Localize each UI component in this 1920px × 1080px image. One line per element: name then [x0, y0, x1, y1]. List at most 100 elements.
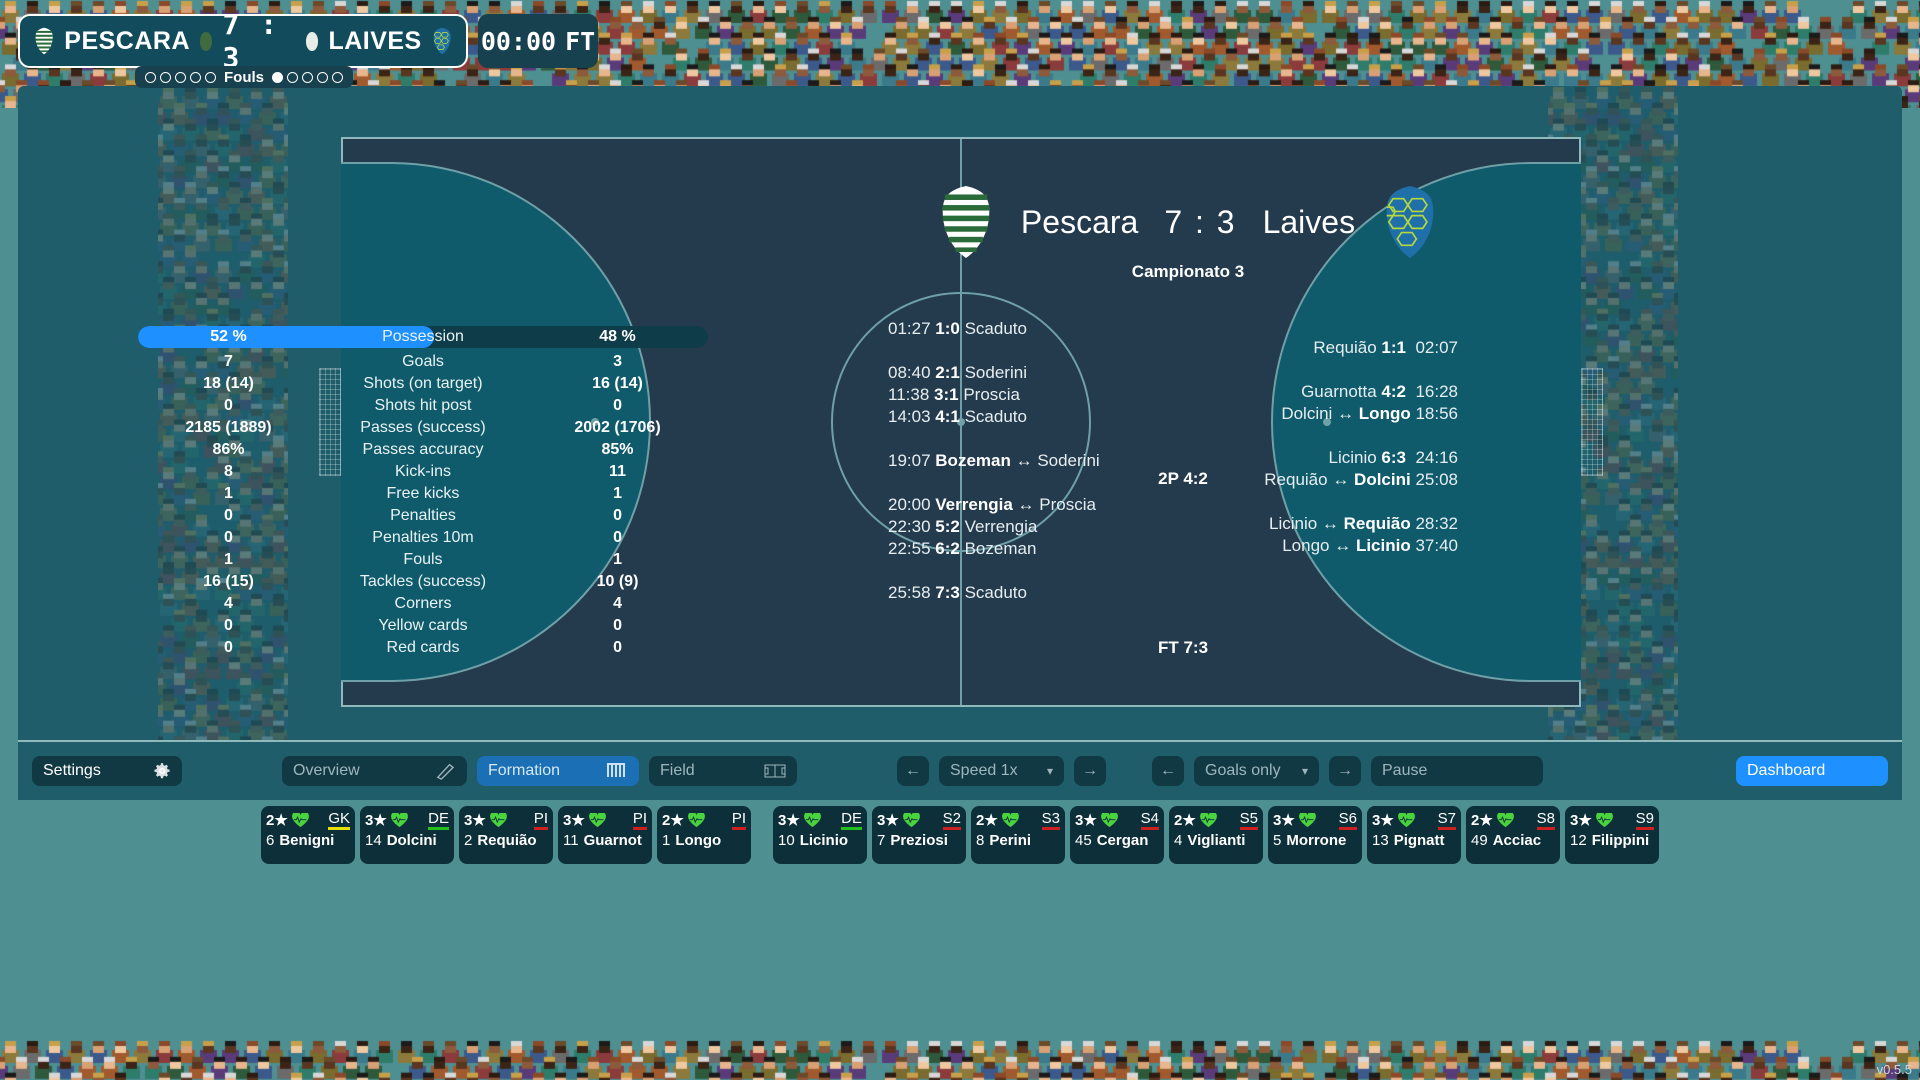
player-rating: 2★: [266, 812, 288, 829]
foul-pip: [145, 71, 156, 83]
player-card-top: 3★ DE: [778, 810, 862, 830]
health-heart-icon: [489, 812, 507, 827]
event-filter-select[interactable]: Goals only ▾: [1194, 756, 1319, 786]
stat-away-value: 0: [613, 617, 622, 634]
player-card-top: 3★ DE: [365, 810, 449, 830]
tab-overview[interactable]: Overview: [282, 756, 467, 786]
away-crest-icon: [433, 27, 451, 55]
match-home-team: Pescara: [1020, 203, 1139, 240]
dashboard-button[interactable]: Dashboard: [1736, 756, 1888, 786]
away-possession-indicator: [305, 31, 319, 51]
player-card-top: 2★ S8: [1471, 810, 1555, 830]
away-fouls-pips: [272, 71, 343, 83]
player-card[interactable]: 3★ S4 45 Cergan: [1070, 806, 1164, 864]
player-name: Preziosi: [890, 832, 948, 849]
stat-label: Corners: [394, 595, 452, 612]
match-home-crest-icon: [942, 186, 990, 258]
goal-event: Requião 1:1 02:07: [1313, 338, 1458, 357]
player-card-bottom: 6 Benigni: [266, 832, 350, 849]
stat-label: Kick-ins: [394, 463, 451, 480]
scoreboard-away-team: LAIVES: [328, 26, 422, 55]
health-heart-icon: [687, 812, 705, 827]
player-card-top: 2★ GK: [266, 810, 350, 830]
scoreboard-home-team: PESCARA: [64, 26, 191, 55]
player-card[interactable]: 2★ S8 49 Acciac: [1466, 806, 1560, 864]
tab-formation[interactable]: Formation: [477, 756, 639, 786]
health-heart-icon: [588, 812, 606, 827]
scoreboard-score: 7 : 3: [222, 8, 280, 74]
stat-label: Shots hit post: [374, 397, 472, 414]
filter-next-button[interactable]: →: [1329, 756, 1361, 786]
speed-select[interactable]: Speed 1x ▾: [939, 756, 1064, 786]
player-position: S5: [1239, 810, 1258, 830]
stat-row: 0 Yellow cards 0: [138, 615, 708, 637]
player-card-bottom: 49 Acciac: [1471, 832, 1555, 849]
player-rating: 2★: [1174, 812, 1196, 829]
speed-next-button[interactable]: →: [1074, 756, 1106, 786]
goal-event: 08:40 2:1 Soderini: [888, 363, 1027, 382]
health-heart-icon: [1001, 812, 1019, 827]
player-number: 13: [1372, 832, 1389, 849]
stat-label: Tackles (success): [359, 573, 487, 590]
stat-label: Passes (success): [360, 419, 486, 436]
speed-label: Speed 1x: [950, 762, 1018, 779]
player-card[interactable]: 2★ PI 1 Longo: [657, 806, 751, 864]
player-rating: 3★: [1372, 812, 1394, 829]
stat-label: Penalties: [390, 507, 456, 524]
stat-home-value: 0: [224, 529, 233, 546]
substitution-event: Licinio ↔ Requião 28:32: [1269, 514, 1458, 533]
player-card[interactable]: 3★ PI 11 Guarnot: [558, 806, 652, 864]
stat-row: 1 Fouls 1: [138, 549, 708, 571]
player-name: Viglianti: [1187, 832, 1246, 849]
player-name: Perini: [989, 832, 1032, 849]
player-name: Dolcini: [386, 832, 437, 849]
health-heart-icon: [1100, 812, 1118, 827]
gear-icon: [154, 763, 170, 779]
settings-label: Settings: [43, 762, 101, 779]
version-label: v0.5.5: [1876, 1062, 1912, 1077]
player-card[interactable]: 3★ PI 2 Requião: [459, 806, 553, 864]
foul-pip: [205, 71, 216, 83]
substitution-event: 19:07 Bozeman ↔ Soderini: [888, 451, 1100, 470]
health-heart-icon: [390, 812, 408, 827]
player-card[interactable]: 3★ S9 12 Filippini: [1565, 806, 1659, 864]
stat-row: 1 Free kicks 1: [138, 483, 708, 505]
settings-button[interactable]: Settings: [32, 756, 182, 786]
health-heart-icon: [803, 812, 821, 827]
stat-row: 0 Shots hit post 0: [138, 395, 708, 417]
player-card[interactable]: 3★ S6 5 Morrone: [1268, 806, 1362, 864]
player-card[interactable]: 3★ S7 13 Pignatt: [1367, 806, 1461, 864]
player-position: S3: [1041, 810, 1060, 830]
stat-home-value: 2185 (1889): [185, 419, 272, 436]
player-card[interactable]: 2★ GK 6 Benigni: [261, 806, 355, 864]
arrow-right-icon: →: [1337, 762, 1353, 779]
player-card-bottom: 11 Guarnot: [563, 832, 647, 849]
health-heart-icon: [902, 812, 920, 827]
stat-home-value: 86%: [212, 441, 245, 458]
stat-home-value: 1: [224, 485, 233, 502]
player-rating: 2★: [662, 812, 684, 829]
player-name: Licinio: [799, 832, 849, 849]
player-card[interactable]: 3★ S2 7 Preziosi: [872, 806, 966, 864]
player-rating: 3★: [563, 812, 585, 829]
player-position: S9: [1635, 810, 1654, 830]
player-card[interactable]: 3★ DE 14 Dolcini: [360, 806, 454, 864]
centre-circle: [831, 292, 1091, 552]
stat-away-value: 3: [613, 353, 622, 370]
stat-row: 2185 (1889) Passes (success) 2002 (1706): [138, 417, 708, 439]
speed-prev-button[interactable]: ←: [897, 756, 929, 786]
foul-pip: [160, 71, 171, 83]
filter-prev-button[interactable]: ←: [1152, 756, 1184, 786]
stat-away-value: 0: [613, 507, 622, 524]
player-card[interactable]: 2★ S5 4 Viglianti: [1169, 806, 1263, 864]
player-card[interactable]: 3★ DE 10 Licinio: [773, 806, 867, 864]
foul-pip: [287, 71, 298, 83]
goal-event: 01:27 1:0 Scaduto: [888, 319, 1027, 338]
pause-button[interactable]: Pause: [1371, 756, 1543, 786]
tab-field[interactable]: Field: [649, 756, 797, 786]
goal-event: 25:58 7:3 Scaduto: [888, 583, 1027, 602]
foul-pip: [272, 71, 283, 83]
tab-overview-label: Overview: [293, 762, 360, 779]
player-card[interactable]: 2★ S3 8 Perini: [971, 806, 1065, 864]
player-rating: 2★: [1471, 812, 1493, 829]
